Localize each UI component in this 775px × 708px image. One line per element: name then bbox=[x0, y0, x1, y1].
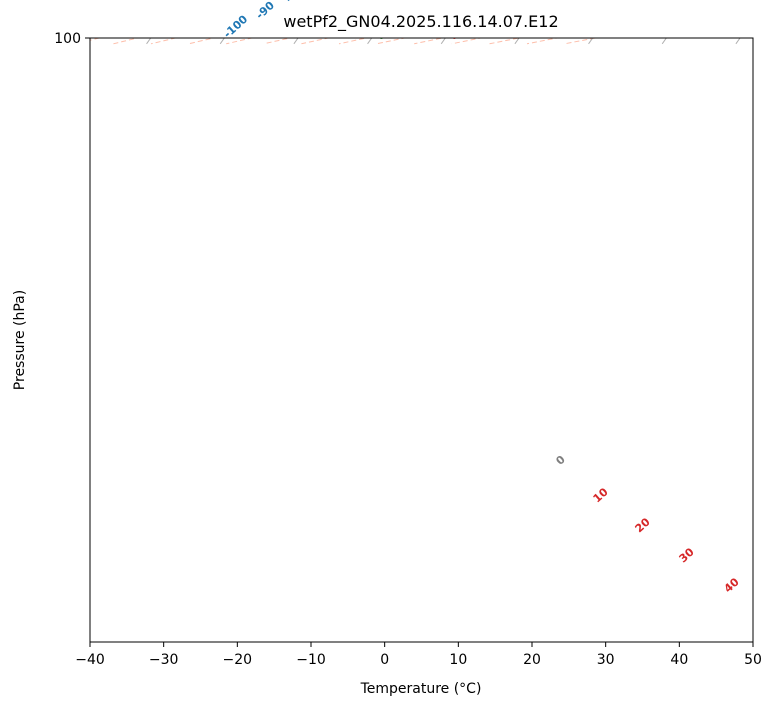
x-tick-label: 30 bbox=[597, 652, 615, 668]
x-tick-label: −20 bbox=[223, 652, 253, 668]
x-tick-label: −40 bbox=[75, 652, 105, 668]
y-tick-label: 100 bbox=[54, 31, 81, 47]
x-tick-label: −30 bbox=[149, 652, 179, 668]
x-tick-label: 40 bbox=[670, 652, 688, 668]
x-tick-label: −10 bbox=[296, 652, 326, 668]
chart-title: wetPf2_GN04.2025.116.14.07.E12 bbox=[283, 12, 558, 32]
x-tick-label: 0 bbox=[380, 652, 389, 668]
x-axis-label: Temperature (°C) bbox=[360, 681, 482, 697]
x-tick-label: 20 bbox=[523, 652, 541, 668]
y-axis: 1002003004005006007008009001000 bbox=[54, 31, 90, 47]
x-tick-label: 50 bbox=[744, 652, 762, 668]
x-axis: −40 −30 −20 −10 0 10 20 30 40 50 bbox=[75, 642, 762, 668]
x-tick-label: 10 bbox=[449, 652, 467, 668]
y-axis-label: Pressure (hPa) bbox=[12, 290, 28, 390]
plot-frame bbox=[89, 37, 754, 643]
